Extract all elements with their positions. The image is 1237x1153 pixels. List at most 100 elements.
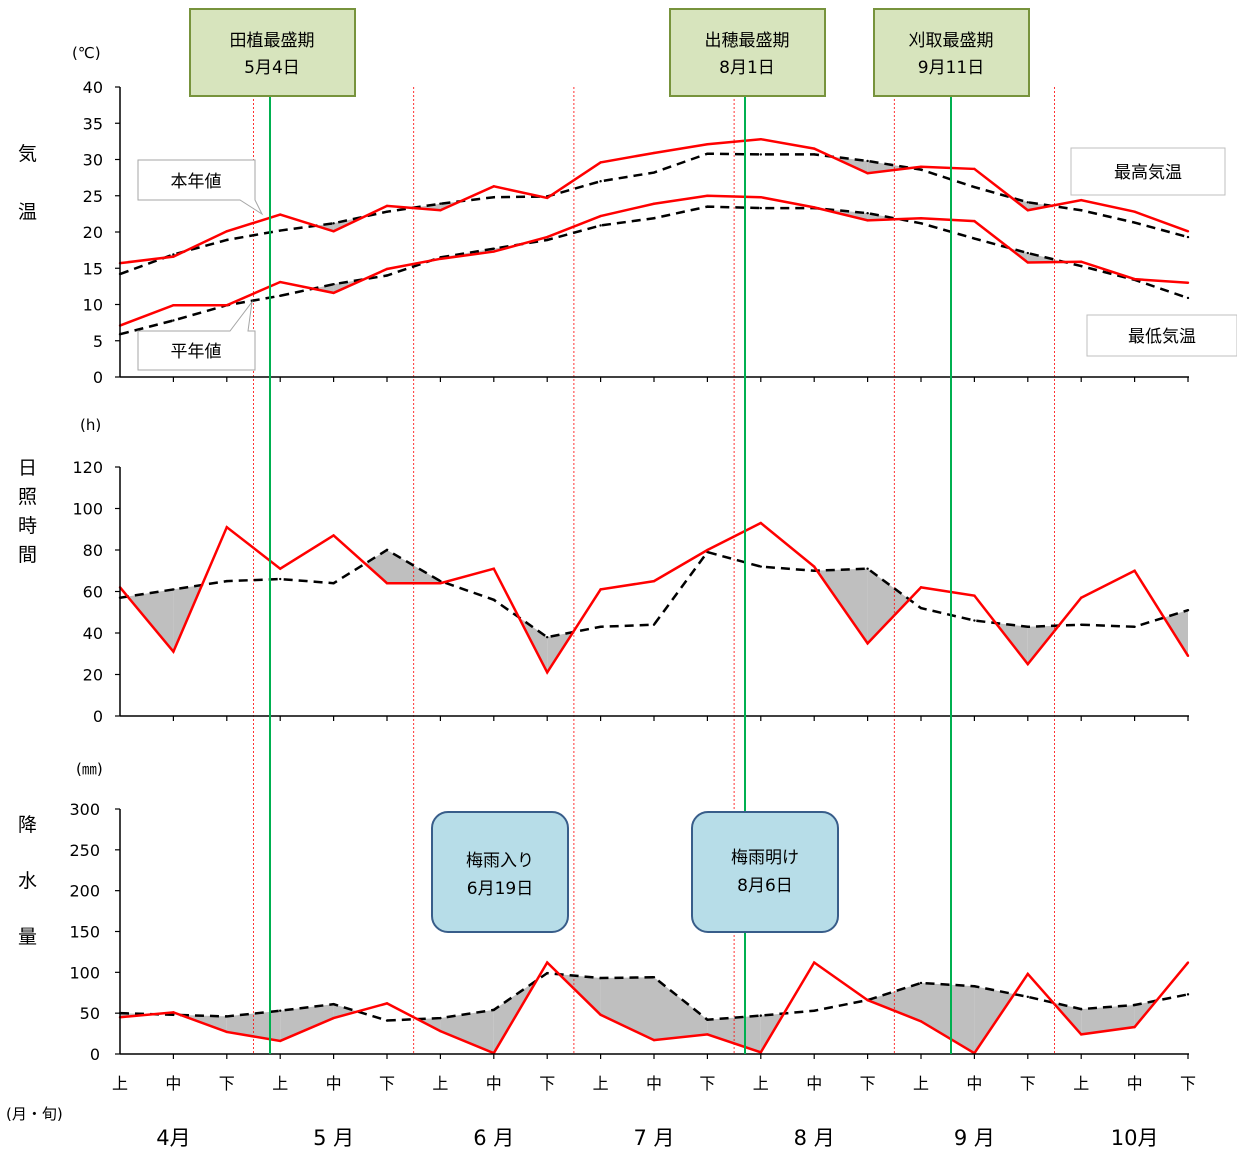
temperature-point-最高気温 平年値-13 — [813, 153, 816, 156]
sunshine-point-平年値-14 — [866, 567, 869, 570]
temperature-point-最低気温 本年値-8 — [546, 235, 549, 239]
temperature-point-最高気温 平年値-3 — [279, 229, 282, 232]
temperature-point-最高気温 本年値-14 — [866, 172, 869, 175]
legend-normal-callout: 平年値 — [137, 300, 256, 371]
rainy-season-start-date: 6月19日 — [467, 879, 533, 899]
precipitation-point-本年値-11 — [706, 1033, 709, 1036]
x-dekad-label-8: 下 — [539, 1074, 555, 1093]
precipitation-point-本年値-3 — [279, 1039, 282, 1043]
tick-labels: 0 5 10 15 20 25 30 35 40 0 20 40 60 80 100 120 0 50 100 150… — [69, 78, 103, 1064]
x-dekad-label-10: 中 — [646, 1074, 662, 1093]
temperature-point-最低気温 平年値-9 — [599, 224, 602, 227]
sunshine-point-本年値-3 — [279, 567, 282, 570]
precipitation-point-平年値-4 — [332, 1002, 335, 1006]
sunshine-vlabel-4: 間 — [18, 544, 37, 566]
temperature-point-最高気温 本年値-7 — [492, 185, 495, 188]
harvest-peak-title: 刈取最盛期 — [909, 31, 994, 51]
x-axis-labels: 上 中 下 上 中 下 上 中 下 上 中 下 上 中 下 上 中 下 上 中 下 4月 5 月 6 月 7 月 8 月 9 月 10… — [112, 1074, 1196, 1150]
sunshine-point-平年値-12 — [759, 565, 762, 568]
precipitation-point-本年値-12 — [759, 1051, 762, 1054]
this-year-series-lines — [118, 137, 1190, 1055]
harvest-peak-box: 刈取最盛期 9月11日 — [873, 8, 1030, 97]
sunshine-point-平年値-15 — [919, 606, 923, 610]
temperature-point-最高気温 平年値-17 — [1026, 201, 1030, 204]
sunshine-y-tick-label-40: 40 — [83, 624, 103, 643]
sunshine-y-tick-label-20: 20 — [83, 666, 103, 685]
sunshine-y-tick-label-100: 100 — [72, 500, 103, 519]
temperature-point-最高気温 本年値-19 — [1133, 210, 1136, 213]
x-axis-unit-label: (月・旬) — [6, 1105, 63, 1123]
temperature-point-最高気温 本年値-20 — [1186, 230, 1190, 233]
temperature-point-最低気温 本年値-2 — [225, 304, 228, 307]
precipitation-shade-0-3 — [280, 1004, 334, 1041]
temperature-point-最低気温 平年値-5 — [385, 274, 389, 277]
precipitation-y-tick-label-100: 100 — [69, 963, 100, 982]
precipitation-point-平年値-17 — [1026, 995, 1030, 999]
sunshine-point-平年値-18 — [1080, 623, 1083, 626]
precipitation-point-本年値-14 — [866, 998, 869, 1002]
temperature-point-最低気温 本年値-1 — [172, 304, 175, 307]
sunshine-point-本年値-13 — [813, 565, 816, 568]
x-month-label-3: 7 月 — [633, 1126, 674, 1149]
x-dekad-label-2: 下 — [219, 1074, 235, 1093]
precipitation-point-平年値-20 — [1186, 993, 1190, 996]
temperature-point-最低気温 平年値-10 — [652, 217, 656, 220]
sunshine-vlabel-1: 日 — [18, 457, 37, 479]
temperature-y-tick-label-25: 25 — [83, 187, 103, 206]
sunshine-point-本年値-7 — [492, 567, 495, 570]
temperature-point-最低気温 本年値-14 — [866, 219, 869, 222]
legend-this-year-callout: 本年値 — [137, 159, 264, 216]
sunshine-shade-0-4 — [365, 550, 387, 584]
temperature-point-最低気温 本年値-19 — [1133, 277, 1136, 281]
temperature-point-最低気温 平年値-3 — [279, 294, 282, 297]
precipitation-y-tick-label-50: 50 — [80, 1004, 100, 1023]
temperature-point-最低気温 本年値-3 — [279, 280, 282, 284]
min-temp-label-box: 最低気温 — [1086, 314, 1237, 357]
sunshine-point-平年値-6 — [439, 579, 442, 583]
precipitation-point-本年値-13 — [813, 961, 816, 964]
sunshine-point-本年値-1 — [172, 650, 175, 653]
precipitation-shade-0-9 — [600, 977, 654, 1041]
temperature-point-最高気温 平年値-14 — [866, 159, 869, 163]
precipitation-point-平年値-11 — [706, 1018, 709, 1021]
max-temp-label: 最高気温 — [1114, 163, 1182, 183]
temperature-point-最低気温 平年値-7 — [492, 247, 495, 250]
precipitation-y-tick-label-150: 150 — [69, 923, 100, 942]
x-month-label-2: 6 月 — [473, 1126, 514, 1149]
temperature-point-最高気温 平年値-20 — [1186, 235, 1190, 239]
precipitation-point-平年値-16 — [973, 985, 976, 988]
sunshine-unit-label: (h) — [80, 416, 101, 434]
transplant-peak-title: 田植最盛期 — [230, 31, 315, 51]
temperature-point-最低気温 平年値-17 — [1026, 251, 1030, 255]
sunshine-vlabel-2: 照 — [18, 486, 37, 508]
sunshine-point-本年値-2 — [225, 525, 228, 529]
temperature-point-最低気温 平年値-15 — [919, 222, 923, 225]
temperature-y-tick-label-40: 40 — [83, 78, 103, 97]
sunshine-point-平年値-8 — [546, 635, 549, 639]
sunshine-point-平年値-7 — [492, 598, 495, 601]
rainy-season-end-box: 梅雨明け 8月6日 — [691, 811, 839, 933]
precipitation-shade-0-18 — [1081, 1005, 1135, 1035]
temperature-point-最高気温 本年値-13 — [813, 147, 816, 150]
rainy-season-start-title: 梅雨入り — [466, 851, 534, 871]
x-month-label-1: 5 月 — [313, 1126, 354, 1149]
precipitation-point-本年値-17 — [1026, 972, 1030, 976]
x-dekad-label-13: 中 — [806, 1074, 822, 1093]
temperature-point-最高気温 本年値-5 — [385, 204, 389, 208]
sunshine-point-本年値-12 — [759, 521, 762, 525]
precipitation-point-本年値-8 — [546, 961, 549, 964]
precipitation-shade-0-6 — [440, 1009, 494, 1054]
temperature-point-最高気温 平年値-19 — [1133, 221, 1136, 224]
temperature-line-最低気温 平年値 — [119, 205, 1189, 336]
temperature-point-最低気温 平年値-14 — [866, 211, 869, 215]
temperature-point-最高気温 平年値-9 — [599, 180, 602, 183]
sunshine-point-本年値-20 — [1186, 654, 1190, 658]
temperature-point-最低気温 本年値-11 — [706, 194, 709, 197]
temperature-point-最高気温 平年値-2 — [225, 238, 228, 242]
sunshine-point-平年値-19 — [1133, 625, 1136, 628]
sunshine-point-本年値-11 — [706, 548, 709, 552]
temperature-point-最低気温 平年値-11 — [706, 205, 709, 208]
precip-unit-label: (㎜) — [76, 760, 103, 778]
temperature-point-最低気温 平年値-1 — [172, 319, 175, 322]
temperature-point-最低気温 本年値-15 — [919, 217, 923, 220]
